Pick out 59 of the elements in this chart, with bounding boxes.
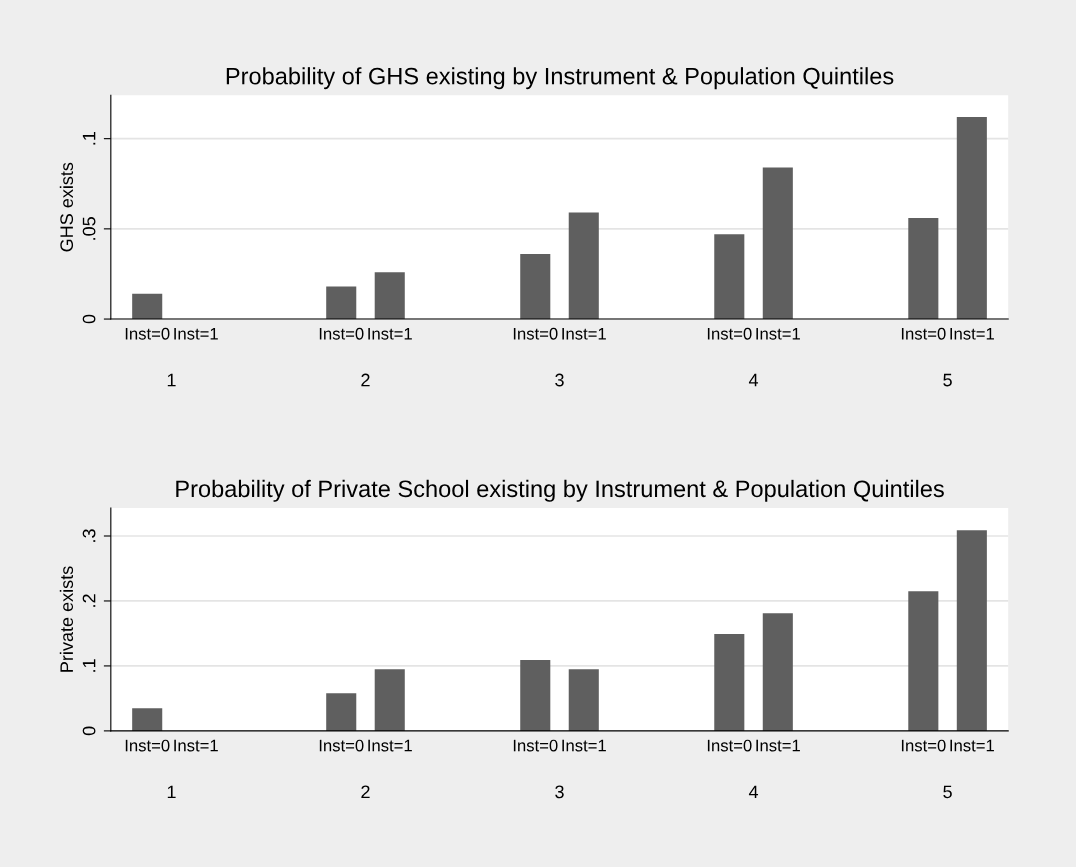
text: 1 xyxy=(167,785,176,799)
text: 5 xyxy=(943,785,952,799)
y-tick-label: .1 xyxy=(82,132,96,145)
x-tick-label: Inst=1 xyxy=(756,739,800,752)
x-tick-label: Inst=1 xyxy=(950,739,994,752)
text: 4 xyxy=(748,785,759,799)
x-tick-label: Inst=0 xyxy=(513,327,558,340)
y-tick-label: .05 xyxy=(82,217,96,240)
x-tick-label: Inst=0 xyxy=(901,739,946,752)
x-tick-label: Inst=0 xyxy=(707,739,752,752)
y-tick-label: 0 xyxy=(82,314,96,324)
x-tick-label: Inst=1 xyxy=(950,328,994,340)
x-tick-label: Inst=1 xyxy=(562,739,606,752)
bar xyxy=(762,613,793,731)
bar xyxy=(520,254,551,320)
bar xyxy=(714,634,745,731)
x-tick-label: Inst=0 xyxy=(125,327,170,340)
x-tick-label: Inst=1 xyxy=(368,328,412,340)
bar xyxy=(132,708,163,731)
x-tick-label: Inst=0 xyxy=(707,327,752,340)
y-tick-label: 0 xyxy=(82,726,96,736)
x-tick-label: Inst=0 xyxy=(319,739,364,752)
text: 1 xyxy=(167,373,176,387)
text: 2 xyxy=(361,373,370,387)
chart-title: Probability of Private School existing by Instrument & Population Quintiles xyxy=(176,479,944,502)
bar xyxy=(956,117,987,320)
text: 2 xyxy=(361,785,370,799)
bar xyxy=(908,218,939,320)
bar xyxy=(568,669,599,731)
bar xyxy=(762,167,793,320)
bar xyxy=(374,669,405,731)
bar xyxy=(520,660,551,731)
bar xyxy=(326,286,357,320)
x-tick-label: Inst=1 xyxy=(368,739,412,752)
bar xyxy=(956,530,987,731)
y-axis-title: GHS exists xyxy=(59,162,74,252)
text: 4 xyxy=(748,373,759,387)
text: 3 xyxy=(555,373,564,387)
y-tick-label: .1 xyxy=(82,659,96,672)
x-tick-label: Inst=0 xyxy=(125,739,170,752)
y-tick-label: .2 xyxy=(82,594,96,607)
x-tick-label: Inst=0 xyxy=(901,327,946,340)
x-tick-label: Inst=0 xyxy=(319,327,364,340)
chart-title: Probability of GHS existing by Instrument & Population Quintiles xyxy=(226,67,894,90)
text: 3 xyxy=(555,785,564,799)
x-tick-label: Inst=1 xyxy=(562,328,606,340)
bar xyxy=(132,293,163,320)
bar xyxy=(714,234,745,320)
y-tick-label: .3 xyxy=(82,529,96,542)
x-tick-label: Inst=1 xyxy=(174,739,218,752)
x-tick-label: Inst=1 xyxy=(756,328,800,340)
bar xyxy=(374,272,405,320)
text: 5 xyxy=(943,373,952,387)
y-axis-title: Private exists xyxy=(59,566,74,672)
bar xyxy=(326,693,357,731)
bar xyxy=(568,212,599,320)
x-tick-label: Inst=1 xyxy=(174,328,218,340)
bar xyxy=(908,591,939,731)
x-tick-label: Inst=0 xyxy=(513,739,558,752)
